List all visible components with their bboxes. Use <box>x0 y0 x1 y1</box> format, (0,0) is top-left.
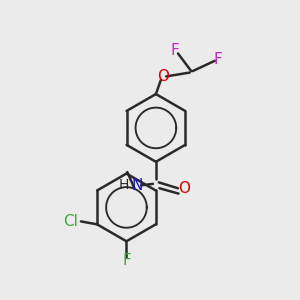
Text: N: N <box>132 178 143 193</box>
Text: F: F <box>122 253 131 268</box>
Text: H: H <box>119 178 129 192</box>
Text: F: F <box>213 52 222 67</box>
Text: O: O <box>157 70 169 85</box>
Text: Cl: Cl <box>63 214 78 229</box>
Text: O: O <box>178 181 190 196</box>
Text: F: F <box>171 43 179 58</box>
